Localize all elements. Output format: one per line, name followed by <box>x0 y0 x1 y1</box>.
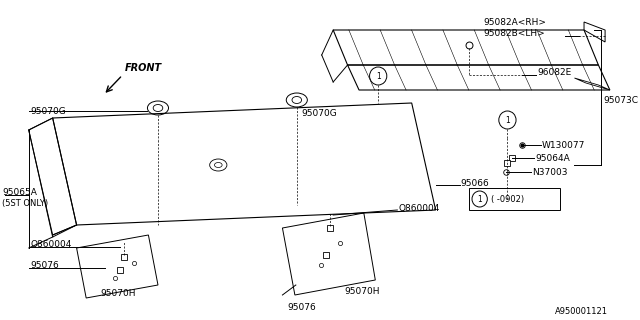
Text: 95070G: 95070G <box>31 107 67 116</box>
Text: N37003: N37003 <box>532 167 568 177</box>
Text: 95065A: 95065A <box>2 188 36 196</box>
Text: 95064A: 95064A <box>535 154 570 163</box>
Text: 95070G: 95070G <box>301 108 337 117</box>
Text: 95070H: 95070H <box>345 287 380 297</box>
Text: 1: 1 <box>376 71 381 81</box>
Text: 95082A<RH>: 95082A<RH> <box>483 18 547 27</box>
Text: 95073C: 95073C <box>603 95 638 105</box>
Text: Q860004: Q860004 <box>31 239 72 249</box>
Text: A950001121: A950001121 <box>555 308 608 316</box>
Text: 1: 1 <box>505 116 510 124</box>
Text: (5ST ONLY): (5ST ONLY) <box>2 198 48 207</box>
Text: 95082B<LH>: 95082B<LH> <box>483 28 545 37</box>
Text: 1: 1 <box>477 195 482 204</box>
Text: 95076: 95076 <box>287 302 316 311</box>
Text: ( -0902): ( -0902) <box>491 195 524 204</box>
Bar <box>469 188 560 210</box>
Text: Q860004: Q860004 <box>398 204 440 212</box>
Text: 96082E: 96082E <box>537 68 572 76</box>
Text: 95066: 95066 <box>461 179 489 188</box>
Text: FRONT: FRONT <box>124 63 161 73</box>
Text: 95070H: 95070H <box>100 289 136 298</box>
Text: W130077: W130077 <box>542 140 585 149</box>
Text: 95076: 95076 <box>31 260 60 269</box>
